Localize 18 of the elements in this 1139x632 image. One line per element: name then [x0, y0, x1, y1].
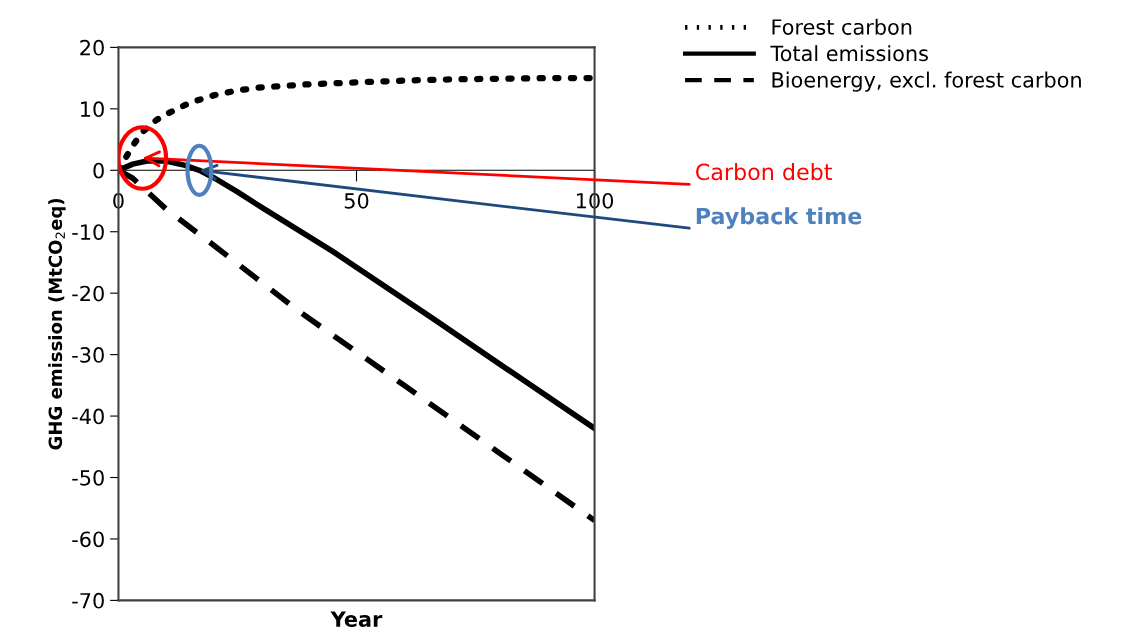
legend-label: Forest carbon	[772, 18, 912, 35]
annotation: Payback time	[696, 207, 862, 229]
y-tick-label: -70	[72, 592, 104, 609]
y-tick-label: 10	[81, 101, 104, 118]
y-axis-title: GHG emission (MtCO$_{2}$eq)	[48, 198, 66, 450]
annotation: Carbon debt	[696, 163, 832, 181]
x-tick-label: 50	[344, 192, 369, 209]
legend-label: Total emissions	[770, 45, 928, 62]
y-tick-label: -50	[72, 469, 104, 486]
y-tick-label: -60	[72, 531, 104, 548]
y-tick-label: 20	[80, 39, 104, 56]
y-tick-label: -20	[72, 285, 104, 302]
y-tick-label: -10	[72, 224, 104, 240]
y-tick-label: -30	[72, 347, 104, 363]
y-tick-label: -40	[72, 408, 104, 425]
y-tick-label: 0	[93, 162, 104, 179]
legend-label: Bioenergy, excl. forest carbon	[772, 71, 1081, 92]
x-axis-title: Year	[330, 611, 383, 627]
